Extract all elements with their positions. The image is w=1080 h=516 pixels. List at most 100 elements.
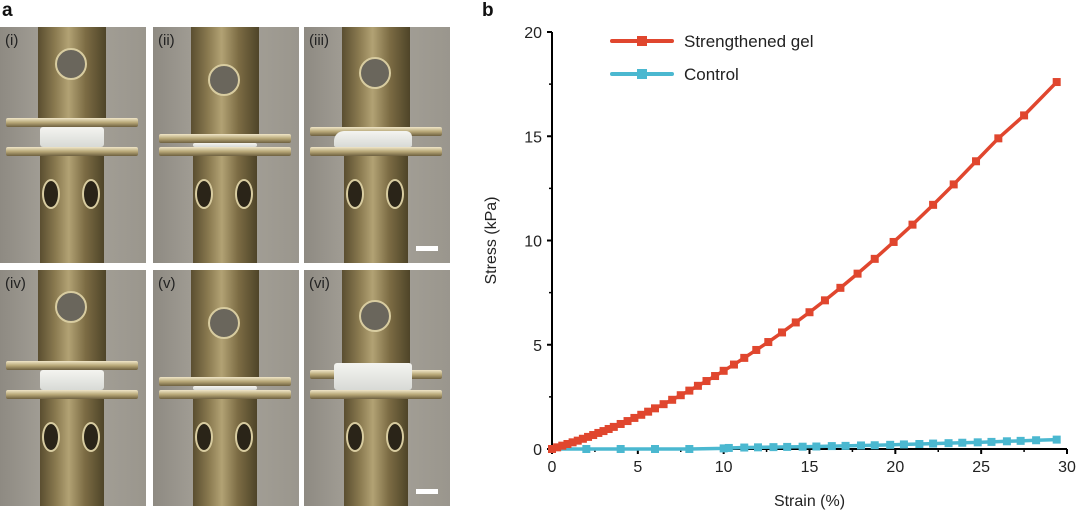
x-tick-label: 15 xyxy=(801,459,819,476)
panel-b-label: b xyxy=(482,0,494,21)
legend-marker xyxy=(637,36,647,46)
data-point xyxy=(908,220,917,229)
data-point xyxy=(929,200,938,209)
data-point xyxy=(841,441,850,450)
data-point xyxy=(582,445,591,453)
data-point xyxy=(1020,111,1029,120)
data-point xyxy=(1032,436,1041,445)
data-point xyxy=(599,427,608,436)
scale-bar xyxy=(416,246,438,251)
data-point xyxy=(604,424,613,433)
data-point xyxy=(659,400,668,409)
data-point xyxy=(685,445,694,453)
data-point xyxy=(857,441,865,450)
data-point xyxy=(870,441,879,450)
y-axis-label: Stress (kPa) xyxy=(483,196,500,284)
data-point xyxy=(637,410,646,419)
data-point xyxy=(548,445,556,453)
legend-label: Strengthened gel xyxy=(684,32,814,51)
data-point xyxy=(685,386,694,395)
data-point xyxy=(1052,435,1061,444)
data-point xyxy=(820,296,829,305)
data-point xyxy=(827,442,836,451)
data-point xyxy=(644,407,653,416)
photo-panel: (ii) xyxy=(153,27,299,263)
y-tick-label: 5 xyxy=(533,338,542,355)
x-tick-label: 0 xyxy=(548,459,557,476)
data-point xyxy=(783,442,792,451)
data-point xyxy=(719,444,728,453)
data-point xyxy=(812,442,821,451)
data-point xyxy=(973,438,982,447)
scale-bar xyxy=(416,489,438,494)
photo-tag: (ii) xyxy=(158,32,175,49)
data-point xyxy=(711,372,720,381)
photo-panel: (v) xyxy=(153,270,299,506)
x-tick-label: 20 xyxy=(886,459,904,476)
data-point xyxy=(558,441,567,450)
data-point xyxy=(668,395,677,404)
panel-a-label: a xyxy=(2,0,13,21)
data-point xyxy=(676,391,685,400)
data-point xyxy=(573,436,582,445)
data-point xyxy=(702,377,711,386)
data-point xyxy=(994,134,1003,143)
data-point xyxy=(870,254,879,263)
data-point xyxy=(609,422,618,431)
series-line xyxy=(551,80,1058,451)
x-tick-label: 5 xyxy=(633,459,642,476)
x-axis-label: Strain (%) xyxy=(774,493,845,510)
x-tick-label: 25 xyxy=(972,459,990,476)
data-point xyxy=(899,440,908,449)
photo-panel: (vi) xyxy=(304,270,450,506)
data-point xyxy=(589,431,598,440)
data-point xyxy=(836,283,845,292)
data-point xyxy=(724,443,733,452)
photo-panel: (i) xyxy=(0,27,146,263)
data-point xyxy=(915,439,924,448)
data-point xyxy=(630,413,639,422)
data-point xyxy=(578,434,587,443)
data-point xyxy=(740,353,749,362)
data-point xyxy=(949,180,958,189)
legend-marker xyxy=(637,69,647,79)
data-point xyxy=(764,338,773,347)
data-point xyxy=(853,269,862,278)
data-point xyxy=(987,437,996,446)
data-point xyxy=(616,419,625,428)
data-point xyxy=(719,366,728,375)
data-point xyxy=(754,443,762,452)
data-point xyxy=(778,328,787,337)
data-point xyxy=(805,308,814,317)
y-tick-label: 10 xyxy=(524,234,542,251)
photo-tag: (iii) xyxy=(309,32,329,49)
data-point xyxy=(584,432,593,441)
data-point xyxy=(553,443,562,452)
data-point xyxy=(651,445,659,453)
photo-panel: (iv) xyxy=(0,270,146,506)
photo-tag: (iv) xyxy=(5,275,26,292)
data-point xyxy=(616,445,625,453)
x-tick-label: 30 xyxy=(1058,459,1076,476)
data-point xyxy=(798,442,807,451)
data-point xyxy=(769,443,778,452)
y-tick-label: 20 xyxy=(524,25,542,42)
data-point xyxy=(791,318,800,327)
data-point xyxy=(889,237,898,246)
data-point xyxy=(1052,78,1061,87)
photo-tag: (v) xyxy=(158,275,176,292)
data-point xyxy=(623,417,632,426)
data-point xyxy=(958,438,967,447)
data-point xyxy=(693,381,702,390)
data-point xyxy=(752,345,761,354)
y-tick-label: 15 xyxy=(524,129,542,146)
data-point xyxy=(568,438,577,447)
data-point xyxy=(594,428,603,437)
data-point xyxy=(651,404,659,413)
data-point xyxy=(886,440,895,449)
data-point xyxy=(1016,436,1025,445)
legend-label: Control xyxy=(684,65,739,84)
data-point xyxy=(929,439,938,448)
photo-tag: (vi) xyxy=(309,275,330,292)
data-point xyxy=(1002,437,1011,446)
